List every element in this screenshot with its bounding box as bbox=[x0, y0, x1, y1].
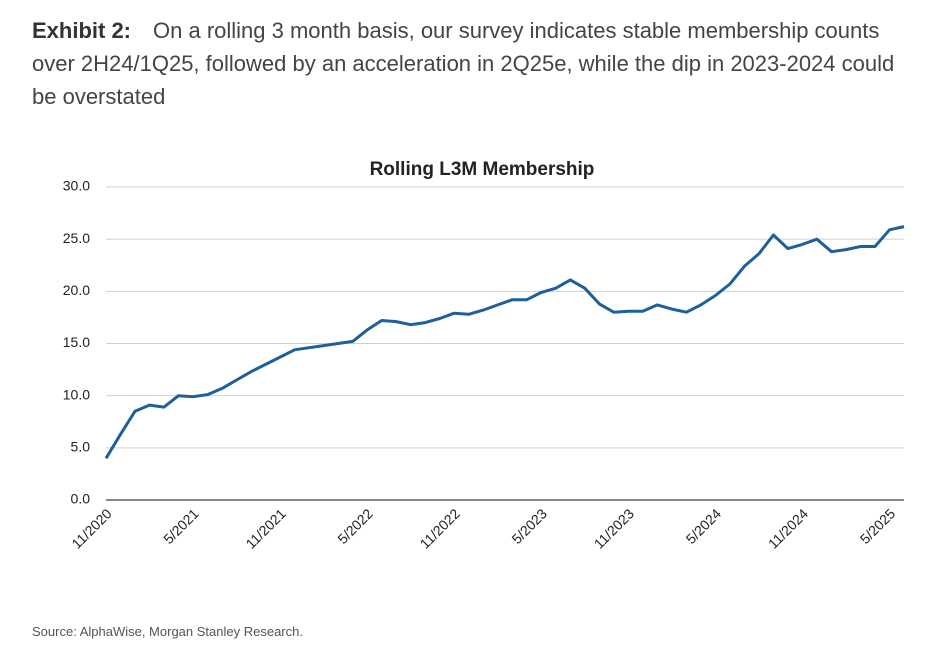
x-tick-label: 11/2024 bbox=[765, 505, 812, 552]
chart: Rolling L3M Membership 0.0 5.0 10.0 15.0 20.… bbox=[63, 159, 905, 552]
y-tick-label: 10.0 bbox=[63, 386, 90, 402]
exhibit-text: On a rolling 3 month basis, our survey i… bbox=[32, 18, 895, 109]
x-tick-label: 11/2022 bbox=[417, 505, 464, 552]
x-tick-label: 5/2021 bbox=[160, 505, 202, 547]
y-tick-label: 15.0 bbox=[63, 334, 90, 350]
y-tick-label: 0.0 bbox=[71, 491, 91, 507]
x-tick-label: 11/2023 bbox=[591, 505, 638, 552]
x-tick-label: 11/2021 bbox=[242, 505, 289, 552]
line bbox=[104, 225, 905, 460]
header: Exhibit 2: On a rolling 3 month basis, ou… bbox=[32, 14, 912, 113]
source: Source: AlphaWise, Morgan Stanley Resear… bbox=[32, 624, 303, 639]
y-tick-label: 20.0 bbox=[63, 282, 90, 298]
x-tick-label: 5/2023 bbox=[508, 505, 550, 547]
y-tick-label: 30.0 bbox=[63, 178, 90, 194]
y-tick-label: 5.0 bbox=[71, 439, 91, 455]
x-tick-label: 5/2022 bbox=[334, 505, 376, 547]
chart-title: Rolling L3M Membership bbox=[370, 159, 595, 180]
x-tick-label: 11/2020 bbox=[68, 505, 115, 552]
x-tick-label: 5/2025 bbox=[857, 505, 899, 547]
exhibit-label: Exhibit 2: bbox=[32, 18, 132, 43]
y-tick-label: 25.0 bbox=[63, 230, 90, 246]
x-tick-label: 5/2024 bbox=[683, 505, 725, 547]
